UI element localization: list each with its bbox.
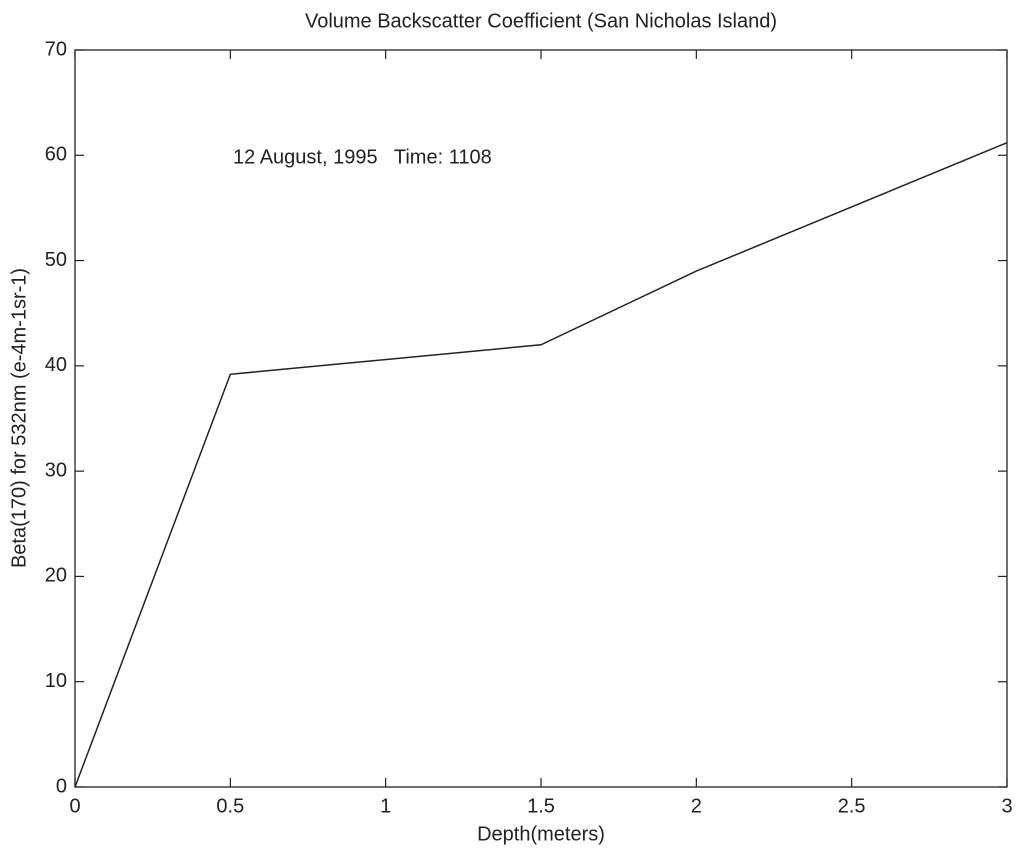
y-tick-label: 50 [45, 249, 67, 271]
y-tick-label: 0 [56, 775, 67, 797]
plot-frame [74, 49, 1008, 788]
x-tick-label: 1 [380, 795, 391, 817]
x-tick-label: 0 [69, 795, 80, 817]
x-tick-label: 2 [691, 795, 702, 817]
y-tick-label: 10 [45, 670, 67, 692]
x-tick-label: 1.5 [527, 795, 555, 817]
data-line [74, 141, 1008, 788]
annotation: 12 August, 1995 Time: 1108 [233, 146, 492, 168]
y-tick-label: 20 [45, 565, 67, 587]
y-axis-label: Beta(170) for 532nm (e-4m-1sr-1) [8, 268, 30, 568]
x-axis-label: Depth(meters) [477, 823, 605, 845]
x-tick-label: 3 [1001, 795, 1012, 817]
y-tick-label: 30 [45, 459, 67, 481]
chart-title: Volume Backscatter Coefficient (San Nich… [305, 10, 777, 32]
x-tick-label: 0.5 [216, 795, 244, 817]
y-tick-label: 60 [45, 144, 67, 166]
x-tick-label: 2.5 [838, 795, 866, 817]
y-tick-label: 40 [45, 354, 67, 376]
y-tick-label: 70 [45, 38, 67, 60]
